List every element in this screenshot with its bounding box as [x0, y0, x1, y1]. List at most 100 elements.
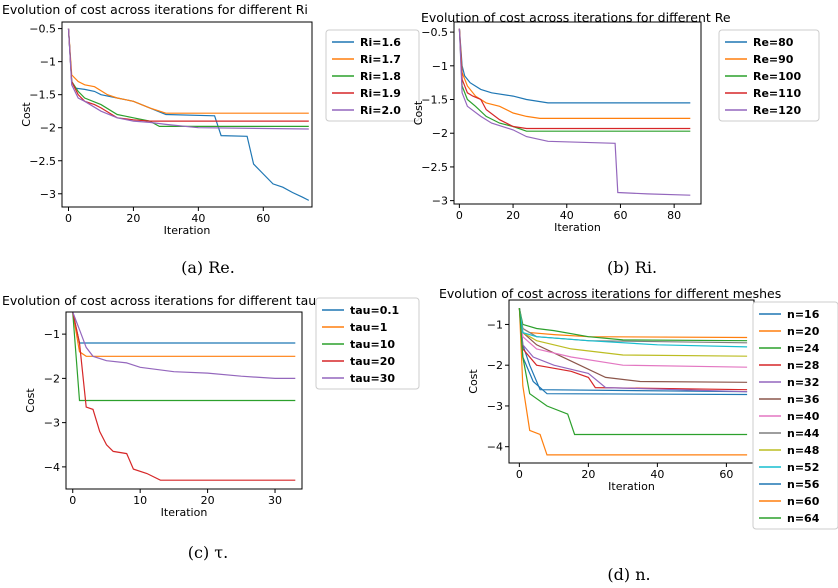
chart-3-ytick-label: −3 — [487, 400, 503, 413]
chart-3-xtick-label: 60 — [719, 468, 733, 481]
chart-3-legend — [752, 301, 838, 530]
chart-3-ytick-label: −2 — [487, 359, 503, 372]
chart-0-xtick-label: 0 — [65, 212, 72, 225]
chart-1-ylabel: Cost — [412, 100, 425, 125]
chart-tau: Evolution of cost across iterations for … — [2, 293, 420, 562]
chart-2-ytick-label: −1 — [44, 328, 60, 341]
chart-0-series-line-Ri=1.8 — [67, 28, 309, 127]
chart-3-series-line-n=48 — [518, 308, 748, 357]
chart-0-ylabel: Cost — [20, 102, 33, 127]
chart-1-caption: (b) Ri. — [607, 258, 657, 277]
chart-0-ytick-label: −2.5 — [29, 155, 56, 168]
chart-2-xtick-label: 30 — [268, 494, 282, 507]
chart-3-caption: (d) n. — [607, 565, 650, 584]
chart-3-series-line-n=20 — [518, 308, 748, 339]
chart-0-legend-label: Ri=1.6 — [360, 36, 401, 49]
chart-1-xtick-label: 40 — [560, 209, 574, 222]
chart-0-legend — [325, 29, 420, 122]
chart-1-legend — [718, 29, 820, 122]
chart-3-legend-label: n=20 — [787, 325, 820, 338]
chart-0-plot-frame — [61, 21, 313, 208]
chart-2-ylabel: Cost — [24, 388, 37, 413]
chart-3-legend-label: n=60 — [787, 495, 820, 508]
chart-2-caption: (c) τ. — [188, 543, 228, 562]
chart-0-caption: (a) Re. — [181, 258, 235, 277]
chart-3-legend-label: n=36 — [787, 393, 820, 406]
chart-1-series-line-Re=110 — [458, 28, 691, 130]
chart-0-series-line-Ri=1.9 — [67, 28, 309, 122]
chart-3-series-line-n=28 — [518, 308, 748, 391]
chart-0-ytick-label: −3 — [40, 188, 56, 201]
chart-ri: Evolution of cost across iterations for … — [2, 2, 420, 277]
chart-2-series-line-tau=30 — [72, 311, 296, 379]
chart-0-ytick-label: −0.5 — [29, 23, 56, 36]
chart-0-legend-label: Ri=2.0 — [360, 104, 401, 117]
chart-1-legend-label: Re=90 — [753, 53, 794, 66]
chart-3-series-line-n=32 — [518, 308, 748, 393]
chart-1-ytick-label: −2 — [432, 127, 448, 140]
chart-0-legend-label: Ri=1.8 — [360, 70, 401, 83]
chart-1-ytick-label: −0.5 — [421, 26, 448, 39]
chart-1-ytick-label: −1.5 — [421, 94, 448, 107]
chart-2-ytick-label: −3 — [44, 417, 60, 430]
chart-3-series-line-n=24 — [518, 307, 748, 342]
chart-2-title: Evolution of cost across iterations for … — [2, 293, 316, 308]
chart-0-series-line-Ri=2.0 — [67, 28, 309, 130]
chart-2-legend-label: tau=1 — [350, 321, 387, 334]
chart-1-xtick-label: 60 — [613, 209, 627, 222]
chart-re: Evolution of cost across iterations for … — [412, 10, 820, 277]
chart-meshes: Evolution of cost across iterations for … — [439, 286, 838, 584]
chart-2-legend — [315, 297, 420, 390]
chart-3-legend-label: n=28 — [787, 359, 819, 372]
chart-1-xtick-label: 80 — [667, 209, 681, 222]
chart-3-xtick-label: 40 — [650, 468, 664, 481]
chart-0-series-line-Ri=1.6 — [67, 28, 310, 201]
chart-2-series-line-tau=1 — [72, 311, 296, 357]
chart-1-legend-label: Re=100 — [753, 70, 801, 83]
chart-1-series-line-Re=80 — [458, 28, 691, 104]
chart-1-series-line-Re=90 — [458, 28, 691, 119]
chart-1-ytick-label: −1 — [432, 60, 448, 73]
chart-2-plot-frame — [65, 311, 303, 490]
chart-1-xlabel: Iteration — [554, 221, 601, 234]
chart-1-legend-label: Re=120 — [753, 104, 801, 117]
chart-0-ytick-label: −2 — [40, 122, 56, 135]
chart-0-ytick-label: −1 — [40, 56, 56, 69]
chart-1-legend-label: Re=80 — [753, 36, 794, 49]
chart-2-series-line-tau=10 — [72, 311, 296, 402]
chart-0-series-line-Ri=1.7 — [67, 28, 309, 114]
chart-0-legend-label: Ri=1.9 — [360, 87, 401, 100]
chart-3-series-line-n=60 — [518, 308, 748, 456]
chart-2-xlabel: Iteration — [161, 506, 208, 519]
chart-0-xtick-label: 40 — [191, 212, 205, 225]
chart-2-xtick-label: 20 — [201, 494, 215, 507]
chart-2-series-line-tau=20 — [72, 311, 296, 481]
chart-3-series-line-n=64 — [518, 308, 748, 436]
chart-3-legend-label: n=48 — [787, 444, 819, 457]
chart-3-series-line-n=52 — [518, 308, 748, 348]
chart-3-legend-label: n=40 — [787, 410, 820, 423]
chart-3-legend-label: n=32 — [787, 376, 819, 389]
chart-1-legend-label: Re=110 — [753, 87, 801, 100]
chart-1-series-line-Re=120 — [458, 28, 691, 196]
chart-1-series-line-Re=100 — [458, 28, 691, 132]
chart-3-xtick-label: 0 — [516, 468, 523, 481]
chart-1-title: Evolution of cost across iterations for … — [421, 10, 731, 25]
chart-3-series-line-n=16 — [518, 308, 748, 393]
chart-2-legend-label: tau=10 — [350, 338, 395, 351]
chart-2-legend-label: tau=0.1 — [350, 304, 399, 317]
chart-0-xtick-label: 20 — [126, 212, 140, 225]
chart-0-title: Evolution of cost across iterations for … — [2, 2, 308, 17]
chart-2-legend-label: tau=30 — [350, 372, 395, 385]
chart-1-ytick-label: −2.5 — [421, 161, 448, 174]
chart-3-legend-label: n=56 — [787, 478, 820, 491]
chart-1-xtick-label: 20 — [506, 209, 520, 222]
chart-1-xtick-label: 0 — [456, 209, 463, 222]
chart-0-ytick-label: −1.5 — [29, 89, 56, 102]
chart-3-ylabel: Cost — [467, 369, 480, 394]
chart-3-ytick-label: −1 — [487, 318, 503, 331]
chart-3-legend-label: n=52 — [787, 461, 819, 474]
chart-2-legend-label: tau=20 — [350, 355, 395, 368]
chart-1-plot-frame — [453, 21, 702, 205]
chart-3-ytick-label: −4 — [487, 441, 503, 454]
